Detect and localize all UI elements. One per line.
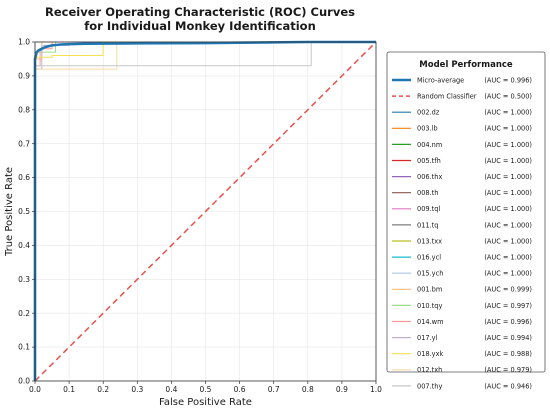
x-tick-label: 0.2 xyxy=(97,385,109,394)
y-axis-label: True Positive Rate xyxy=(4,167,15,257)
legend-auc-018-yxk: (AUC = 0.988) xyxy=(484,350,532,358)
legend-auc-006-thx: (AUC = 1.000) xyxy=(484,173,532,181)
legend-title: Model Performance xyxy=(419,60,513,70)
y-tick-label: 0.6 xyxy=(18,173,30,182)
legend-auc-002-dz: (AUC = 1.000) xyxy=(484,109,532,117)
legend-label-005-tfh: 005.tfh xyxy=(417,157,441,165)
y-tick-label: 0.2 xyxy=(18,309,30,318)
legend-label-016-ycl: 016.ycl xyxy=(417,254,441,262)
chart-subtitle: for Individual Monkey Identification xyxy=(84,19,316,33)
legend: Model Performance Micro-average (AUC = 0.… xyxy=(386,51,546,390)
legend-auc-008-th: (AUC = 1.000) xyxy=(484,189,532,197)
x-tick-label: 0.3 xyxy=(131,385,143,394)
x-tick-label: 0.8 xyxy=(302,385,314,394)
legend-auc-016-ycl: (AUC = 1.000) xyxy=(484,254,532,262)
x-tick-label: 0.7 xyxy=(268,385,280,394)
y-tick-label: 0.4 xyxy=(18,241,30,250)
x-tick-label: 1.0 xyxy=(370,385,382,394)
y-tick-label: 0.9 xyxy=(18,72,30,81)
y-tick-label: 0.7 xyxy=(18,139,30,148)
legend-label-008-th: 008.th xyxy=(417,189,438,197)
legend-auc-004-nm: (AUC = 1.000) xyxy=(484,141,532,149)
legend-label-009-tql: 009.tql xyxy=(417,205,440,213)
legend-label-003-lb: 003.lb xyxy=(417,125,438,133)
y-tick-label: 0.0 xyxy=(18,377,30,386)
legend-label-micro-average: Micro-average xyxy=(417,76,464,84)
legend-label-random-classifier: Random Classifier xyxy=(417,93,477,101)
legend-auc-001-bm: (AUC = 0.999) xyxy=(484,286,532,294)
roc-curve-random-classifier xyxy=(34,41,377,382)
legend-items: Micro-average (AUC = 0.996) Random Classif… xyxy=(392,76,532,390)
roc-curve-micro-average xyxy=(33,40,376,381)
x-tick-label: 0.5 xyxy=(200,385,212,394)
y-tick-label: 0.8 xyxy=(18,105,30,114)
legend-label-015-ych: 015.ych xyxy=(417,270,443,278)
legend-auc-011-tq: (AUC = 1.000) xyxy=(484,221,532,229)
legend-auc-007-thy: (AUC = 0.946) xyxy=(484,382,532,390)
legend-label-011-tq: 011.tq xyxy=(417,221,438,229)
legend-label-013-txx: 013.txx xyxy=(417,237,442,245)
legend-label-006-thx: 006.thx xyxy=(417,173,442,181)
legend-auc-003-lb: (AUC = 1.000) xyxy=(484,125,532,133)
legend-auc-010-tqy: (AUC = 0.997) xyxy=(484,302,532,310)
y-tick-label: 1.0 xyxy=(18,38,30,47)
x-tick-label: 0.6 xyxy=(234,385,246,394)
legend-label-010-tqy: 010.tqy xyxy=(417,302,442,310)
legend-auc-random-classifier: (AUC = 0.500) xyxy=(484,93,532,101)
legend-auc-013-txx: (AUC = 1.000) xyxy=(484,237,532,245)
legend-auc-017-yl: (AUC = 0.994) xyxy=(484,334,532,342)
legend-auc-005-tfh: (AUC = 1.000) xyxy=(484,157,532,165)
legend-auc-012-txh: (AUC = 0.979) xyxy=(484,366,532,374)
x-tick-label: 0.0 xyxy=(29,385,41,394)
x-tick-label: 0.1 xyxy=(63,385,75,394)
x-tick-label: 0.9 xyxy=(336,385,348,394)
axis-ticks: 0.0 0.1 0.2 0.3 0.4 0.5 0.6 0.7 0.8 0.9 1.0 0.0 0.1 0… xyxy=(18,38,382,394)
legend-auc-009-tql: (AUC = 1.000) xyxy=(484,205,532,213)
y-tick-label: 0.1 xyxy=(18,343,30,352)
legend-auc-015-ych: (AUC = 1.000) xyxy=(484,270,532,278)
legend-box xyxy=(386,51,546,373)
legend-label-002-dz: 002.dz xyxy=(417,109,440,117)
y-tick-label: 0.5 xyxy=(18,207,30,216)
y-tick-label: 0.3 xyxy=(18,275,30,284)
legend-label-018-yxk: 018.yxk xyxy=(417,350,443,358)
legend-auc-014-wm: (AUC = 0.996) xyxy=(484,318,532,326)
legend-label-004-nm: 004.nm xyxy=(417,141,442,149)
legend-label-017-yl: 017.yl xyxy=(417,334,438,342)
chart-title: Receiver Operating Characteristic (ROC) … xyxy=(45,5,355,19)
legend-auc-micro-average: (AUC = 0.996) xyxy=(484,76,532,84)
legend-label-001-bm: 001.bm xyxy=(417,286,442,294)
x-axis-label: False Positive Rate xyxy=(159,397,252,408)
x-tick-label: 0.4 xyxy=(165,385,177,394)
legend-label-014-wm: 014.wm xyxy=(417,318,444,326)
legend-label-012-txh: 012.txh xyxy=(417,366,442,374)
legend-label-007-thy: 007.thy xyxy=(417,382,442,390)
